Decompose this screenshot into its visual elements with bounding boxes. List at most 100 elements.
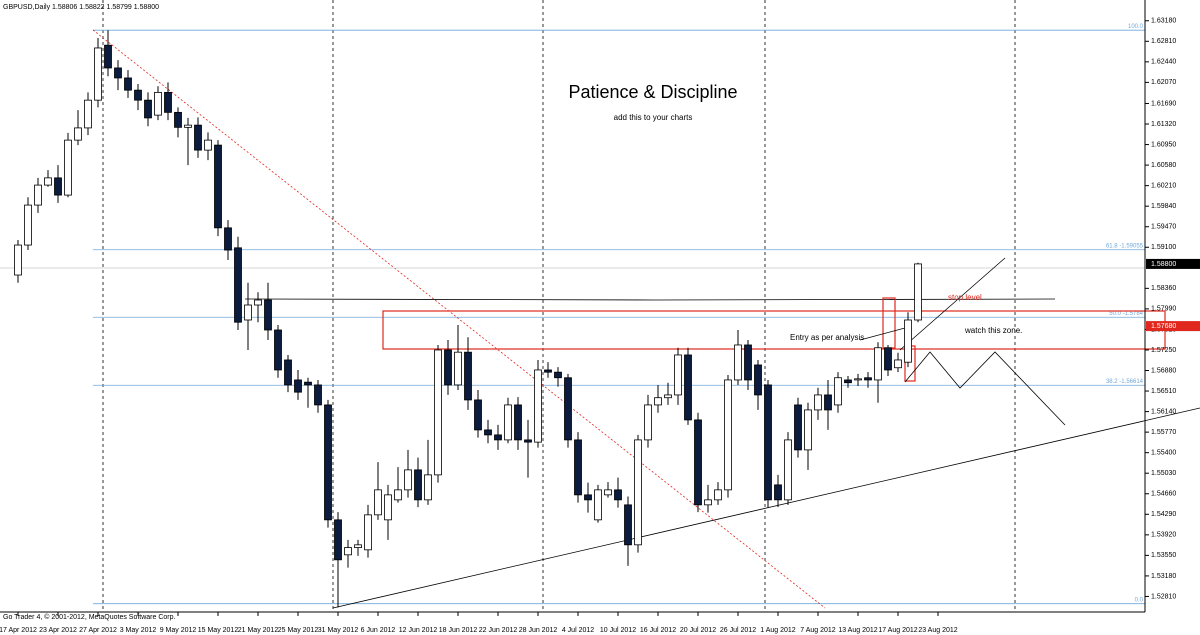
x-tick-label: 4 Jul 2012	[562, 627, 594, 634]
candle-body	[244, 304, 252, 321]
candle-body	[104, 44, 112, 69]
x-tick-label: 31 May 2012	[318, 627, 359, 634]
y-tick-label: 1.59100	[1151, 244, 1176, 251]
candle-body	[494, 434, 502, 441]
x-tick-label: 7 Aug 2012	[800, 627, 836, 634]
candle-body	[264, 299, 272, 331]
drawn-objects	[0, 29, 1200, 609]
candle-body	[774, 484, 782, 501]
fib-label: 61.8 -1.59055	[1106, 243, 1144, 249]
candle-body	[374, 489, 382, 516]
x-tick-label: 18 Jun 2012	[439, 627, 478, 634]
fib-label: 38.2 -1.56614	[1106, 379, 1144, 385]
candle-body	[284, 359, 292, 386]
candle-body	[754, 364, 762, 396]
candle-body	[394, 489, 402, 501]
candle-body	[564, 377, 572, 441]
candle-body	[164, 91, 172, 113]
x-tick-label: 6 Jun 2012	[361, 627, 396, 634]
y-tick-label: 1.60580	[1151, 162, 1176, 169]
price-label: 1.57680	[1151, 323, 1176, 330]
x-tick-label: 13 Aug 2012	[838, 627, 877, 634]
fibonacci-levels: 100.0 61.8 -1.59055 50.0 -1.5784 38.2 -1.56…	[93, 24, 1145, 605]
y-tick-label: 1.57990	[1151, 306, 1176, 313]
candle-body	[134, 89, 142, 101]
x-tick-label: 15 May 2012	[198, 627, 239, 634]
period-separators	[102, 0, 1016, 612]
candle-body	[654, 397, 662, 406]
candle-body	[184, 124, 192, 128]
candle-body	[414, 469, 422, 501]
y-tick-label: 1.59470	[1151, 224, 1176, 231]
candle-body	[384, 494, 392, 521]
x-tick-label: 12 Jun 2012	[399, 627, 438, 634]
candle-body	[234, 247, 242, 323]
candle-body	[404, 469, 412, 491]
candle-body	[664, 394, 672, 399]
y-tick-label: 1.52810	[1151, 593, 1176, 600]
candle-body	[294, 379, 302, 393]
candle-body	[704, 499, 712, 506]
candle-body	[84, 99, 92, 129]
y-tick-label: 1.55400	[1151, 450, 1176, 457]
price-label-box	[1146, 321, 1200, 332]
candle-body	[514, 404, 522, 441]
x-tick-label: 20 Jul 2012	[680, 627, 716, 634]
x-tick-label: 23 Apr 2012	[39, 627, 77, 634]
chart-subtitle: add this to your charts	[614, 113, 693, 122]
y-tick-label: 1.53180	[1151, 573, 1176, 580]
x-tick-label: 22 Jun 2012	[479, 627, 518, 634]
y-tick-label: 1.63180	[1151, 18, 1176, 25]
projection	[899, 257, 1006, 351]
candle-body	[124, 77, 132, 91]
header: GBPUSD,Daily 1.58806 1.58822 1.58799 1.5…	[3, 4, 159, 11]
candle-body	[454, 351, 462, 386]
candle-body	[554, 371, 562, 379]
candle-body	[44, 177, 52, 186]
y-tick-label: 1.62810	[1151, 38, 1176, 45]
candle-body	[74, 127, 82, 141]
candle-body	[524, 439, 532, 443]
candle-body	[864, 377, 872, 381]
annotation: Entry as per analysis	[790, 333, 864, 342]
candle-body	[194, 124, 202, 151]
candle-body	[364, 514, 372, 551]
fib-label: 100.0	[1128, 24, 1144, 30]
y-tick-label: 1.53550	[1151, 552, 1176, 559]
fib-label: 0.0	[1135, 597, 1144, 603]
candle-body	[764, 384, 772, 501]
x-tick-label: 21 May 2012	[238, 627, 279, 634]
candle-body	[834, 377, 842, 406]
x-tick-label: 28 Jun 2012	[519, 627, 558, 634]
candle-body	[204, 139, 212, 151]
x-tick-label: 10 Jul 2012	[600, 627, 636, 634]
candle-body	[14, 244, 22, 276]
candle-body	[784, 439, 792, 501]
candle-body	[34, 184, 42, 206]
x-tick-label: 26 Jul 2012	[720, 627, 756, 634]
candle-body	[814, 394, 822, 411]
candle-body	[154, 91, 162, 116]
y-tick-label: 1.53920	[1151, 532, 1176, 539]
candle-body	[144, 99, 152, 119]
candle-body	[844, 379, 852, 384]
y-tick-label: 1.58360	[1151, 285, 1176, 292]
x-tick-label: 27 Apr 2012	[79, 627, 117, 634]
x-tick-label: 1 Aug 2012	[760, 627, 796, 634]
candle-body	[894, 359, 902, 369]
y-tick-label: 1.56140	[1151, 408, 1176, 415]
x-tick-label: 17 Apr 2012	[0, 627, 37, 634]
candle-body	[434, 349, 442, 476]
y-tick-label: 1.59840	[1151, 203, 1176, 210]
candle-body	[614, 489, 622, 501]
x-tick-label: 17 Aug 2012	[878, 627, 917, 634]
y-tick-label: 1.55030	[1151, 470, 1176, 477]
candle-body	[884, 347, 892, 371]
candle-body	[304, 381, 312, 386]
candle-body	[324, 404, 332, 521]
projection	[904, 351, 1066, 426]
chart-title: Patience & Discipline	[568, 82, 737, 102]
x-tick-label: 23 Aug 2012	[918, 627, 957, 634]
candle-body	[314, 384, 322, 406]
